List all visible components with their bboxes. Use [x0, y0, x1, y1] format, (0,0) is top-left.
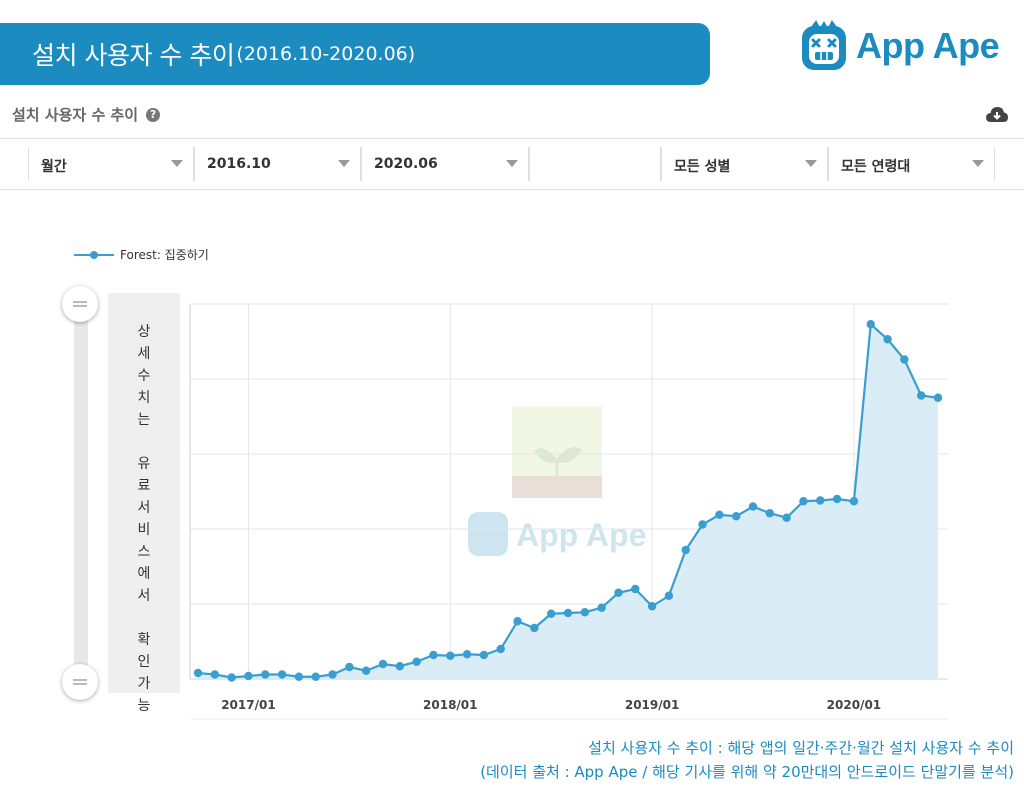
- x-axis-ticks: 2017/01 2018/01 2019/01 2020/01: [221, 698, 881, 712]
- legend-line-marker: [74, 250, 114, 259]
- data-point[interactable]: [782, 513, 791, 522]
- gender-select[interactable]: 모든 성별: [661, 147, 828, 181]
- data-point[interactable]: [378, 659, 388, 669]
- end-date-select[interactable]: 2020.06: [361, 147, 529, 181]
- watermark-logo-icon: [468, 512, 508, 556]
- data-point[interactable]: [933, 393, 943, 402]
- data-point[interactable]: [647, 602, 657, 611]
- data-point[interactable]: [244, 671, 253, 681]
- series-points: [193, 320, 943, 682]
- data-point[interactable]: [664, 591, 674, 600]
- app-ape-logo-text: App Ape: [856, 25, 1000, 66]
- data-point[interactable]: [614, 588, 623, 597]
- range-slider-bottom-handle[interactable]: [62, 664, 98, 700]
- start-date-label: 2016.10: [207, 156, 271, 172]
- data-point[interactable]: [530, 623, 539, 633]
- gender-label: 모든 성별: [674, 159, 731, 175]
- caption-line-2: (데이터 출처 : App Ape / 해당 기사를 위해 약 20만대의 안드…: [480, 763, 1014, 781]
- series-area-fill: [198, 324, 938, 679]
- data-point[interactable]: [361, 666, 371, 675]
- chevron-down-icon: [506, 160, 518, 167]
- data-point[interactable]: [698, 520, 707, 529]
- data-point[interactable]: [227, 673, 236, 682]
- data-point[interactable]: [731, 512, 741, 521]
- data-point[interactable]: [715, 510, 724, 519]
- data-point[interactable]: [799, 497, 808, 506]
- filter-bar: 월간 2016.10 2020.06 모든 성별 모든 연령대: [0, 138, 1024, 190]
- page-period: (2016.10-2020.06): [236, 43, 416, 65]
- range-slider-top-handle[interactable]: [62, 286, 98, 322]
- app-ape-logo: App Ape: [800, 20, 1000, 72]
- data-point[interactable]: [546, 609, 556, 618]
- data-point[interactable]: [311, 672, 320, 681]
- section-title: 설치 사용자 수 추이 ?: [12, 104, 161, 125]
- legend-series-label: Forest: 집중하기: [120, 248, 209, 262]
- data-point[interactable]: [748, 502, 758, 511]
- drag-handle-icon: [73, 679, 87, 685]
- data-point[interactable]: [462, 650, 472, 659]
- data-point[interactable]: [580, 608, 590, 617]
- chevron-down-icon: [805, 160, 817, 167]
- data-point[interactable]: [681, 545, 690, 555]
- data-point[interactable]: [412, 657, 421, 666]
- data-point[interactable]: [328, 670, 337, 679]
- period-unit-label: 월간: [41, 159, 67, 175]
- data-point[interactable]: [765, 509, 775, 518]
- data-point[interactable]: [210, 670, 220, 679]
- chart-legend[interactable]: Forest: 집중하기: [74, 246, 209, 263]
- data-point[interactable]: [395, 662, 405, 671]
- x-tick-label: 2017/01: [221, 698, 275, 712]
- data-point[interactable]: [832, 494, 842, 504]
- x-tick-label: 2019/01: [625, 698, 679, 712]
- section-title-label: 설치 사용자 수 추이: [12, 106, 139, 124]
- x-tick-label: 2018/01: [423, 698, 477, 712]
- data-point[interactable]: [900, 355, 909, 364]
- data-point[interactable]: [193, 668, 203, 678]
- data-point[interactable]: [513, 617, 522, 626]
- range-slider-track[interactable]: [74, 302, 88, 682]
- chevron-down-icon: [171, 160, 183, 167]
- data-point[interactable]: [563, 608, 573, 618]
- data-point[interactable]: [496, 644, 505, 654]
- age-select[interactable]: 모든 연령대: [828, 147, 995, 181]
- data-point[interactable]: [261, 670, 270, 679]
- chart-caption: 설치 사용자 수 추이 : 해당 앱의 일간·주간·월간 설치 사용자 수 추이…: [480, 736, 1014, 784]
- caption-line-1: 설치 사용자 수 추이 : 해당 앱의 일간·주간·월간 설치 사용자 수 추이: [588, 739, 1014, 757]
- empty-filter-slot: [529, 147, 661, 181]
- watermark-logo-text: App Ape: [516, 517, 646, 553]
- start-date-select[interactable]: 2016.10: [194, 147, 361, 181]
- cloud-download-icon[interactable]: [986, 106, 1008, 124]
- question-circle-icon[interactable]: ?: [146, 107, 161, 122]
- age-label: 모든 연령대: [841, 159, 911, 175]
- watermark: App Ape: [468, 406, 646, 556]
- chevron-down-icon: [338, 160, 350, 167]
- data-point[interactable]: [916, 391, 926, 400]
- data-point[interactable]: [883, 335, 892, 344]
- data-point[interactable]: [345, 662, 354, 672]
- data-point[interactable]: [597, 603, 606, 612]
- paid-service-notice: 상세수치는 유료서비스에서 확인가능: [108, 293, 180, 714]
- watermark-forest-icon: [512, 406, 602, 498]
- period-unit-select[interactable]: 월간: [28, 147, 194, 181]
- data-point[interactable]: [631, 584, 640, 594]
- title-banner: 설치 사용자 수 추이 (2016.10-2020.06): [0, 23, 710, 85]
- data-point[interactable]: [446, 651, 455, 660]
- data-point[interactable]: [277, 670, 287, 679]
- data-point[interactable]: [429, 650, 438, 660]
- data-point[interactable]: [479, 650, 489, 660]
- data-point[interactable]: [849, 497, 859, 506]
- data-point[interactable]: [816, 496, 825, 505]
- app-ape-logo-icon: [802, 20, 846, 70]
- chevron-down-icon: [972, 160, 984, 167]
- drag-handle-icon: [73, 301, 87, 307]
- x-tick-label: 2020/01: [827, 698, 881, 712]
- end-date-label: 2020.06: [374, 156, 438, 172]
- paid-service-notice-text: 상세수치는 유료서비스에서 확인가능: [137, 324, 151, 714]
- data-point[interactable]: [866, 320, 875, 329]
- page-title: 설치 사용자 수 추이: [32, 41, 235, 70]
- data-point[interactable]: [294, 672, 304, 681]
